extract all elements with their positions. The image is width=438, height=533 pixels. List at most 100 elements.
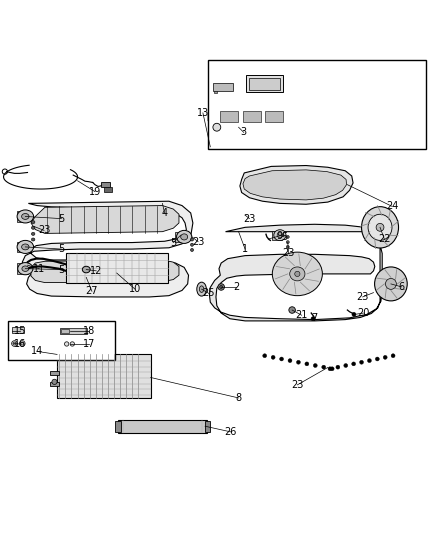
Text: 19: 19 (89, 187, 101, 197)
Text: 5: 5 (58, 214, 64, 224)
Polygon shape (22, 201, 193, 297)
Text: 17: 17 (83, 339, 95, 349)
Ellipse shape (64, 342, 69, 346)
Ellipse shape (219, 286, 223, 288)
Ellipse shape (311, 317, 315, 321)
Ellipse shape (288, 359, 292, 362)
Bar (12, 327, 25, 333)
Text: 4: 4 (162, 208, 168, 218)
Bar (60, 328, 87, 334)
Polygon shape (31, 260, 179, 282)
Text: 14: 14 (31, 346, 43, 357)
Ellipse shape (52, 379, 57, 384)
Text: 6: 6 (399, 282, 405, 292)
Ellipse shape (21, 342, 24, 345)
Ellipse shape (17, 240, 34, 254)
Bar (101, 182, 110, 187)
Ellipse shape (305, 362, 309, 366)
Ellipse shape (313, 364, 317, 367)
Bar (17, 241, 28, 252)
Ellipse shape (368, 214, 392, 240)
Ellipse shape (297, 360, 300, 364)
Ellipse shape (21, 214, 29, 220)
Ellipse shape (22, 266, 29, 271)
Ellipse shape (336, 365, 340, 369)
Text: 22: 22 (378, 234, 391, 244)
Ellipse shape (375, 357, 379, 361)
Ellipse shape (32, 226, 35, 229)
Ellipse shape (82, 266, 90, 273)
Bar (265, 111, 283, 122)
Ellipse shape (271, 356, 275, 359)
Bar (17, 211, 28, 222)
Text: 5: 5 (58, 244, 64, 254)
Polygon shape (243, 170, 346, 200)
Bar (17, 263, 28, 274)
Ellipse shape (32, 221, 35, 224)
Ellipse shape (12, 341, 17, 346)
Bar (208, 60, 426, 149)
Text: 27: 27 (86, 286, 98, 296)
Text: 15: 15 (14, 326, 26, 336)
Text: 7: 7 (311, 313, 318, 323)
Ellipse shape (330, 367, 334, 371)
Ellipse shape (191, 248, 194, 252)
Ellipse shape (263, 354, 267, 358)
Text: 23: 23 (192, 237, 204, 247)
Text: 10: 10 (129, 284, 141, 294)
Bar (249, 78, 280, 90)
Bar (272, 231, 282, 239)
Text: 5: 5 (58, 264, 64, 274)
Bar (213, 83, 233, 91)
Ellipse shape (191, 243, 194, 246)
Bar (214, 91, 217, 93)
Bar (116, 421, 120, 432)
Ellipse shape (19, 341, 25, 346)
Text: 5: 5 (281, 232, 287, 242)
Text: 23: 23 (283, 248, 295, 259)
Ellipse shape (277, 232, 283, 238)
Ellipse shape (367, 359, 371, 362)
Text: 23: 23 (291, 380, 304, 390)
Ellipse shape (290, 267, 305, 281)
Polygon shape (31, 206, 179, 233)
Text: 3: 3 (241, 127, 247, 138)
Text: 26: 26 (225, 427, 237, 437)
Bar (205, 421, 210, 432)
Ellipse shape (17, 210, 34, 223)
Ellipse shape (191, 238, 194, 241)
Text: 11: 11 (33, 264, 46, 273)
Text: 8: 8 (236, 393, 242, 403)
Bar (61, 329, 69, 333)
Polygon shape (240, 166, 353, 204)
Ellipse shape (18, 263, 33, 275)
Ellipse shape (391, 354, 395, 358)
Text: 25: 25 (203, 288, 215, 298)
Text: 5: 5 (170, 238, 177, 247)
Ellipse shape (177, 230, 192, 244)
Ellipse shape (181, 234, 187, 240)
Ellipse shape (286, 236, 289, 238)
Text: 23: 23 (243, 214, 256, 224)
Ellipse shape (274, 230, 286, 240)
Ellipse shape (13, 342, 16, 345)
Bar (50, 382, 59, 386)
Ellipse shape (385, 278, 396, 289)
Text: 20: 20 (357, 308, 370, 318)
Ellipse shape (361, 207, 399, 248)
Text: 2: 2 (233, 282, 240, 292)
Ellipse shape (295, 271, 300, 277)
Ellipse shape (197, 282, 206, 296)
Text: 9: 9 (276, 231, 282, 241)
Text: 23: 23 (357, 292, 369, 302)
Ellipse shape (213, 123, 221, 131)
Ellipse shape (322, 365, 326, 369)
Bar (176, 232, 187, 242)
Bar (220, 111, 238, 122)
Ellipse shape (32, 232, 35, 236)
Text: 21: 21 (296, 310, 308, 320)
Bar (104, 187, 112, 192)
Bar (57, 354, 151, 398)
Ellipse shape (218, 284, 224, 290)
Polygon shape (209, 224, 382, 321)
